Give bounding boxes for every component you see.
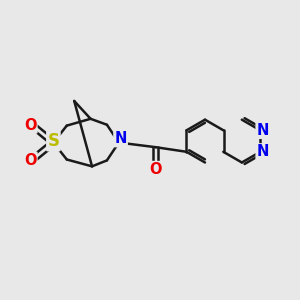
Text: N: N [114, 131, 127, 146]
Text: S: S [47, 132, 59, 150]
Text: O: O [24, 118, 37, 133]
Text: N: N [256, 123, 269, 138]
Text: O: O [24, 153, 37, 168]
Text: N: N [256, 144, 269, 159]
Text: O: O [149, 162, 162, 177]
